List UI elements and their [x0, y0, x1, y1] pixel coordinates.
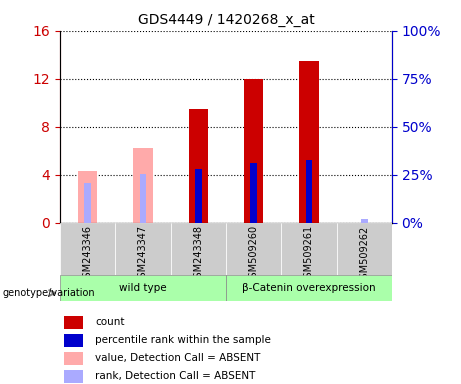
Bar	[189, 109, 208, 223]
Bar	[115, 223, 171, 275]
Bar	[306, 161, 312, 223]
Bar	[195, 169, 201, 223]
Bar	[337, 223, 392, 275]
Text: wild type: wild type	[119, 283, 167, 293]
Bar	[226, 275, 392, 301]
Text: GSM509260: GSM509260	[248, 225, 259, 285]
Bar	[140, 174, 146, 223]
Text: β-Catenin overexpression: β-Catenin overexpression	[242, 283, 376, 293]
Bar	[78, 171, 97, 223]
Text: count: count	[95, 318, 124, 328]
Bar	[84, 183, 91, 223]
Text: GSM243348: GSM243348	[193, 225, 203, 284]
Bar	[64, 370, 83, 382]
Text: GSM243346: GSM243346	[83, 225, 93, 284]
Title: GDS4449 / 1420268_x_at: GDS4449 / 1420268_x_at	[137, 13, 314, 27]
Bar	[281, 223, 337, 275]
Bar	[133, 148, 153, 223]
Text: genotype/variation: genotype/variation	[2, 288, 95, 298]
Bar	[361, 219, 367, 223]
Bar	[171, 223, 226, 275]
Bar	[64, 352, 83, 365]
Text: percentile rank within the sample: percentile rank within the sample	[95, 336, 271, 346]
Bar	[60, 275, 226, 301]
Text: GSM509261: GSM509261	[304, 225, 314, 285]
Text: GSM509262: GSM509262	[359, 225, 369, 285]
Bar	[226, 223, 281, 275]
Text: rank, Detection Call = ABSENT: rank, Detection Call = ABSENT	[95, 371, 255, 381]
Bar	[250, 163, 257, 223]
Text: value, Detection Call = ABSENT: value, Detection Call = ABSENT	[95, 353, 260, 363]
Bar	[244, 79, 263, 223]
Text: GSM243347: GSM243347	[138, 225, 148, 285]
Bar	[64, 334, 83, 347]
Bar	[60, 223, 115, 275]
Bar	[64, 316, 83, 329]
Bar	[299, 61, 319, 223]
